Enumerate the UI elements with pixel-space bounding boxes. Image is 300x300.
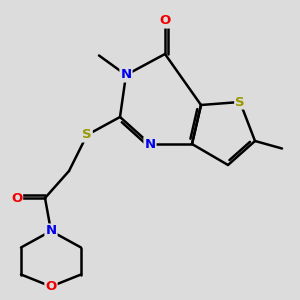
- Text: S: S: [82, 128, 92, 142]
- Text: S: S: [235, 95, 245, 109]
- Text: N: N: [45, 224, 57, 238]
- Text: O: O: [159, 14, 171, 28]
- Text: N: N: [144, 137, 156, 151]
- Text: N: N: [120, 68, 132, 82]
- Text: O: O: [11, 191, 22, 205]
- Text: O: O: [45, 280, 57, 293]
